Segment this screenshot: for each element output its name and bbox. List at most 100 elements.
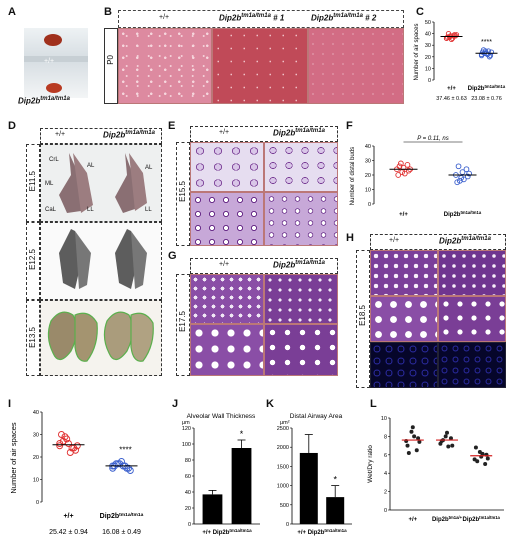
chart-j-ytick-label: 20 bbox=[185, 506, 191, 512]
panel-label-a: A bbox=[8, 6, 16, 18]
h-histology-wt-1 bbox=[370, 250, 438, 296]
data-point bbox=[416, 436, 421, 441]
b-col1: +/+ bbox=[159, 14, 170, 21]
panel-label-j: J bbox=[172, 398, 179, 410]
data-point bbox=[417, 439, 422, 444]
h-fluorescence-wt bbox=[370, 342, 438, 388]
data-point bbox=[126, 467, 134, 474]
chart-f-xcat2: Dip2btm1a/tm1a bbox=[444, 210, 482, 219]
data-point bbox=[488, 49, 495, 55]
chart-j-ytick-label: 0 bbox=[188, 522, 191, 528]
bar bbox=[231, 448, 252, 524]
chart-i-stat2: 16.08 ± 0.49 bbox=[102, 529, 141, 536]
chart-c-xcat1: +/+ bbox=[447, 86, 456, 92]
panel-label-f: F bbox=[346, 120, 353, 132]
chart-f-xcat1: +/+ bbox=[399, 212, 408, 218]
panel-a-photo bbox=[24, 28, 88, 98]
data-point bbox=[446, 444, 451, 449]
panel-label-h: H bbox=[346, 232, 354, 244]
data-point bbox=[443, 35, 450, 41]
data-point bbox=[405, 443, 410, 448]
data-point bbox=[480, 451, 485, 456]
lobe-al-wt: AL bbox=[87, 163, 95, 169]
g-histology-wt-low bbox=[190, 274, 264, 324]
chart-i-xcat1: +/+ bbox=[63, 513, 73, 520]
data-point bbox=[59, 437, 67, 445]
data-point bbox=[412, 434, 417, 439]
chart-c-ytick-label: 10 bbox=[425, 66, 431, 72]
chart-f-ptext: P = 0.11, ns bbox=[417, 136, 449, 142]
chart-j-xcats: +/+ Dip2btm1a/tm1a bbox=[202, 528, 252, 537]
chart-i-stat1: 25.42 ± 0.94 bbox=[49, 529, 88, 536]
chart-l-ylabel: Wet/Dry ratio bbox=[367, 445, 374, 483]
chart-l-ytick-label: 10 bbox=[381, 416, 387, 422]
data-point bbox=[480, 47, 487, 53]
data-point bbox=[61, 433, 69, 441]
e-histology-mut-low bbox=[264, 142, 338, 192]
panel-label-i: I bbox=[8, 398, 12, 410]
bar bbox=[202, 494, 223, 524]
chart-i-ytick-label: 0 bbox=[36, 500, 39, 506]
b-row-box: P0 bbox=[104, 28, 118, 104]
chart-l: 0 2 4 6 8 10 Wet/Dry ratio +/+ Dip2btm1a/+ Dip2bt… bbox=[367, 416, 504, 524]
data-point bbox=[66, 449, 74, 456]
b-col2: Dip2btm1a/tm1a # 1 bbox=[219, 13, 285, 23]
chart-c-stat2: 23.08 ± 0.76 bbox=[471, 96, 502, 102]
data-point bbox=[448, 436, 453, 441]
e-row-box: E15.5 bbox=[176, 142, 190, 246]
chart-k-xcats: +/+ Dip2btm1a/tm1a bbox=[297, 528, 347, 537]
bar bbox=[326, 497, 345, 524]
chart-l-xcat2: Dip2btm1a/+ bbox=[432, 515, 463, 524]
b-col3: Dip2btm1a/tm1a # 2 bbox=[311, 13, 377, 23]
e-row-label: E15.5 bbox=[178, 181, 187, 202]
panel-label-c: C bbox=[416, 6, 424, 18]
chart-i-ylabel: Number of air spaces bbox=[9, 422, 18, 494]
chart-j-ytick-label: 40 bbox=[185, 490, 191, 496]
chart-f-ytick-label: 0 bbox=[368, 202, 371, 208]
a-wt-label: +/+ bbox=[44, 58, 55, 65]
d-header-box: +/+ Dip2btm1a/tm1a bbox=[40, 128, 162, 144]
d-row-e125: E12.5 bbox=[28, 249, 37, 270]
data-point bbox=[459, 169, 466, 175]
data-point bbox=[58, 431, 65, 438]
data-point bbox=[123, 464, 131, 472]
data-point bbox=[63, 435, 71, 443]
data-point bbox=[457, 177, 463, 184]
chart-c-stat1: 37.46 ± 0.63 bbox=[436, 96, 467, 102]
lobe-cal: CaL bbox=[45, 207, 57, 213]
chart-f-ylabel: Number of distal buds bbox=[350, 147, 356, 205]
e-histology-mut-high bbox=[264, 192, 338, 246]
d-e125-images bbox=[40, 222, 162, 300]
chart-k-ytick-label: 2500 bbox=[277, 426, 289, 432]
chart-c-ytick-label: 0 bbox=[428, 78, 431, 84]
data-point bbox=[455, 163, 462, 170]
chart-i-significance: **** bbox=[119, 446, 131, 455]
data-point bbox=[485, 456, 490, 461]
h-histology-mut-1 bbox=[438, 250, 506, 296]
chart-k-title: Distal Airway Area bbox=[290, 413, 343, 420]
chart-i-ytick-label: 30 bbox=[33, 433, 39, 439]
d-row-e115: E11.5 bbox=[28, 171, 37, 192]
b-histology-mut1 bbox=[212, 28, 308, 104]
data-point bbox=[463, 166, 470, 173]
g-histology-mut-low bbox=[264, 274, 338, 324]
h-row-box: E18.5 bbox=[356, 250, 370, 388]
chart-f-ytick-label: 10 bbox=[365, 188, 371, 194]
data-point bbox=[450, 33, 457, 39]
panel-label-g: G bbox=[168, 250, 177, 262]
panel-label-k: K bbox=[266, 398, 274, 410]
panel-label-b: B bbox=[104, 6, 112, 18]
e-mut: Dip2btm1a/tm1a bbox=[273, 128, 325, 138]
data-point bbox=[443, 434, 448, 439]
data-point bbox=[112, 460, 120, 468]
data-point bbox=[398, 160, 404, 167]
d-row-e135: E13.5 bbox=[28, 327, 37, 348]
d-e115-lungs bbox=[59, 153, 147, 213]
chart-l-ytick-label: 2 bbox=[384, 490, 387, 496]
h-fluorescence-mut bbox=[438, 342, 506, 388]
d-wt: +/+ bbox=[55, 131, 66, 138]
d-e125-lungs bbox=[59, 229, 147, 289]
data-point bbox=[484, 51, 491, 58]
h-wt: +/+ bbox=[389, 237, 400, 244]
data-point bbox=[414, 448, 419, 453]
